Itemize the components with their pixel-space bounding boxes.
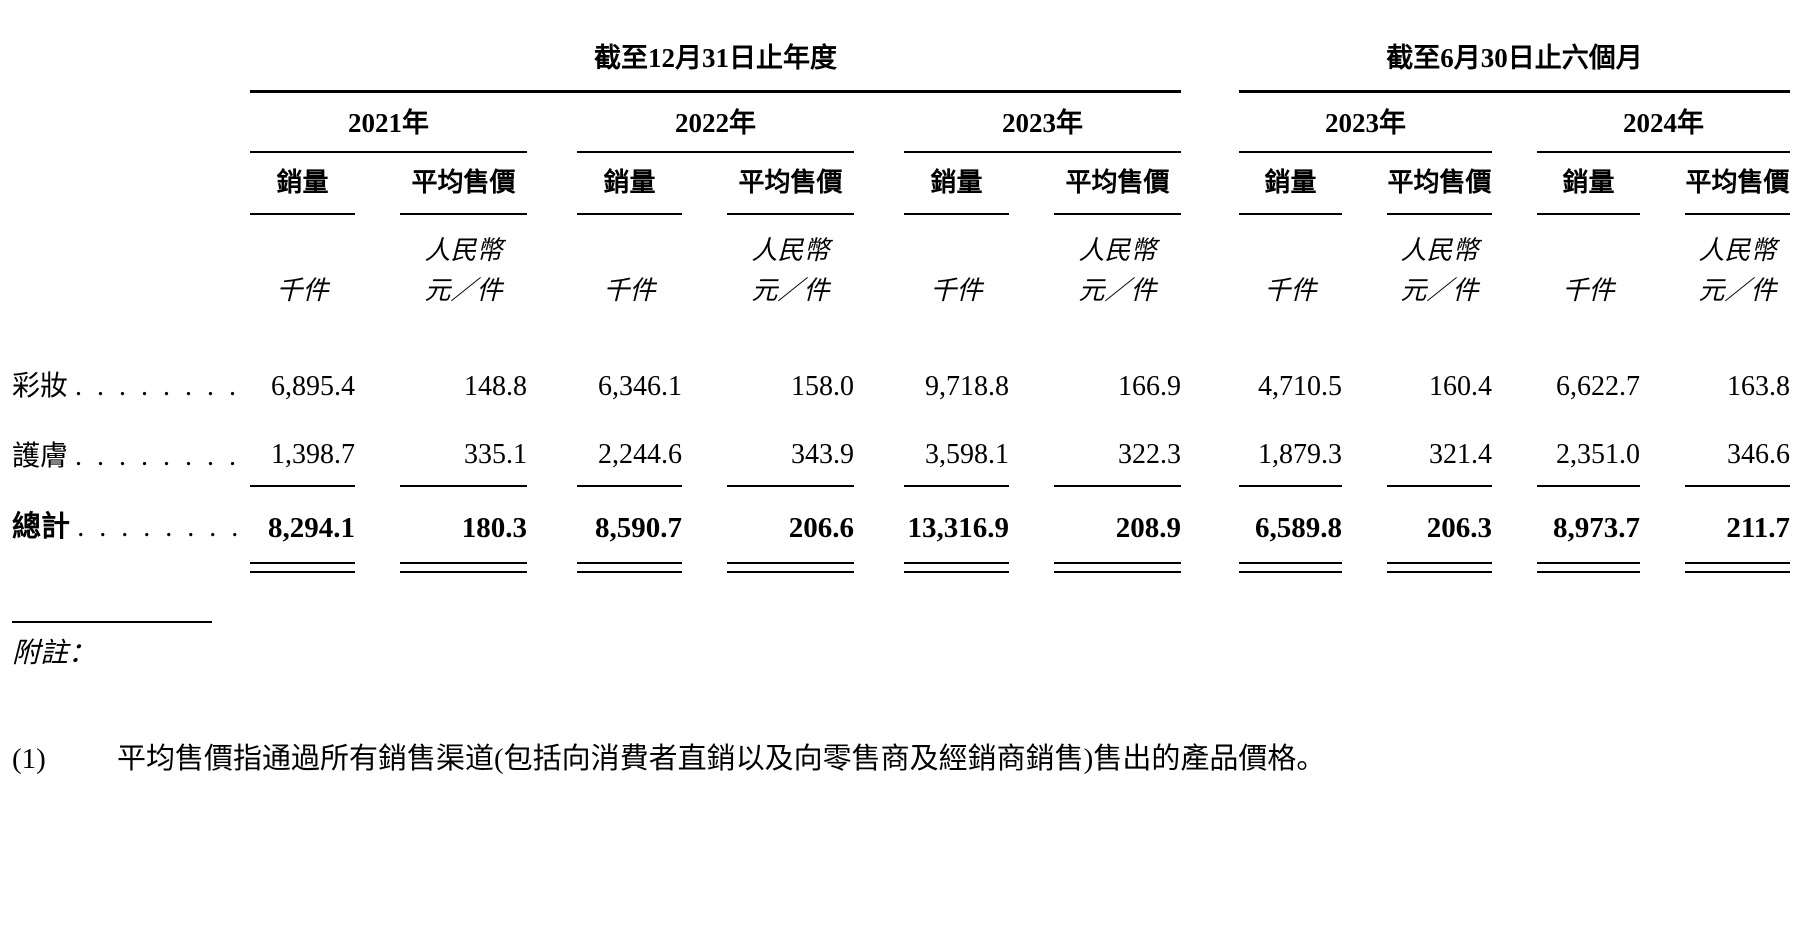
unit-volume: 千件	[930, 276, 983, 305]
unit-price: 元／件	[1698, 276, 1777, 305]
double-rule	[1685, 562, 1790, 573]
cell-value: 6,346.1	[598, 371, 682, 402]
cell-value: 335.1	[400, 435, 527, 487]
cell-value: 343.9	[727, 435, 854, 487]
unit-price: 元／件	[751, 276, 830, 305]
unit-currency: 人民幣	[424, 236, 503, 265]
col-header-asp: 平均售價	[1387, 165, 1492, 215]
leader-dots: . . . . . . . . . .	[75, 371, 250, 402]
currency-unit-row: 人民幣 人民幣 人民幣 人民幣 人民幣	[12, 235, 1802, 267]
cell-value: 3,598.1	[904, 435, 1009, 487]
cell-value: 158.0	[791, 371, 854, 402]
footnote-divider	[12, 621, 212, 623]
leader-dots: . . . . . . . . . .	[75, 441, 250, 472]
unit-currency: 人民幣	[1078, 236, 1157, 265]
year-header-2023fy: 2023年	[904, 105, 1181, 153]
cell-value: 2,351.0	[1537, 435, 1640, 487]
cell-value: 346.6	[1685, 435, 1790, 487]
cell-value: 8,590.7	[595, 512, 682, 544]
cell-value: 160.4	[1429, 371, 1492, 402]
cell-value: 6,622.7	[1556, 371, 1640, 402]
col-header-volume: 銷量	[250, 165, 355, 215]
unit-price: 元／件	[1078, 276, 1157, 305]
cell-value: 1,398.7	[250, 435, 355, 487]
cell-value: 206.3	[1426, 512, 1492, 544]
unit-currency: 人民幣	[751, 236, 830, 265]
cell-value: 6,589.8	[1255, 512, 1342, 544]
unit-currency: 人民幣	[1400, 236, 1479, 265]
col-header-asp: 平均售價	[1685, 165, 1790, 215]
cell-value: 208.9	[1115, 512, 1181, 544]
double-rule	[400, 562, 527, 573]
double-rule	[1239, 562, 1342, 573]
column-header-row: 銷量 平均售價 銷量 平均售價 銷量 平均售價 銷量 平均售價 銷量 平均售價	[12, 165, 1802, 215]
unit-volume: 千件	[603, 276, 656, 305]
double-rule	[1537, 562, 1640, 573]
cell-value: 8,294.1	[268, 512, 355, 544]
cell-value: 148.8	[464, 371, 527, 402]
double-rule	[727, 562, 854, 573]
unit-volume: 千件	[1264, 276, 1317, 305]
total-double-rule-row	[12, 562, 1802, 573]
double-rule	[1054, 562, 1181, 573]
col-header-asp: 平均售價	[1054, 165, 1181, 215]
double-rule	[904, 562, 1009, 573]
col-header-asp: 平均售價	[400, 165, 527, 215]
cell-value: 1,879.3	[1239, 435, 1342, 487]
row-label: 總計	[12, 511, 71, 543]
cell-value: 13,316.9	[907, 512, 1010, 544]
measure-unit-row: 千件 元／件 千件 元／件 千件 元／件 千件 元／件 千件 元／件	[12, 275, 1802, 307]
cell-value: 163.8	[1727, 371, 1790, 402]
table-row-cosmetics: 彩妝 . . . . . . . . . . 6,895.4 148.8 6,3…	[12, 367, 1802, 417]
cell-value: 6,895.4	[271, 371, 355, 402]
group-header-fy: 截至12月31日止年度	[250, 36, 1181, 93]
row-label: 彩妝	[12, 371, 69, 402]
notes-heading: 附註：	[12, 638, 97, 669]
cell-value: 2,244.6	[577, 435, 682, 487]
leader-dots: . . . . . . . . . .	[77, 512, 250, 543]
year-header-2023h1: 2023年	[1239, 105, 1492, 153]
col-header-asp: 平均售價	[727, 165, 854, 215]
table-row-skincare: 護膚 . . . . . . . . . . 1,398.7 335.1 2,2…	[12, 435, 1802, 487]
unit-currency: 人民幣	[1698, 236, 1777, 265]
year-header-2021: 2021年	[250, 105, 527, 153]
cell-value: 9,718.8	[925, 371, 1009, 402]
cell-value: 4,710.5	[1258, 371, 1342, 402]
double-rule	[577, 562, 682, 573]
footnote-text: 平均售價指通過所有銷售渠道(包括向消費者直銷以及向零售商及經銷商銷售)售出的產品…	[117, 743, 1326, 775]
col-header-volume: 銷量	[1537, 165, 1640, 215]
row-label: 護膚	[12, 441, 69, 472]
double-rule	[1387, 562, 1492, 573]
table-row-total: 總計 . . . . . . . . . . 8,294.1 180.3 8,5…	[12, 507, 1802, 558]
unit-volume: 千件	[1562, 276, 1615, 305]
col-header-volume: 銷量	[577, 165, 682, 215]
year-header-2022: 2022年	[577, 105, 854, 153]
footnote-number: (1)	[12, 743, 46, 775]
cell-value: 8,973.7	[1553, 512, 1640, 544]
unit-price: 元／件	[1400, 276, 1479, 305]
unit-price: 元／件	[424, 276, 503, 305]
footnote-1: (1) 平均售價指通過所有銷售渠道(包括向消費者直銷以及向零售商及經銷商銷售)售…	[12, 739, 1802, 779]
col-header-volume: 銷量	[1239, 165, 1342, 215]
cell-value: 322.3	[1054, 435, 1181, 487]
cell-value: 206.6	[788, 512, 854, 544]
cell-value: 321.4	[1387, 435, 1492, 487]
double-rule	[250, 562, 355, 573]
col-header-volume: 銷量	[904, 165, 1009, 215]
year-header-row: 2021年 2022年 2023年 2023年 2024年	[12, 93, 1802, 153]
group-header-6m: 截至6月30日止六個月	[1239, 36, 1790, 93]
year-header-2024h1: 2024年	[1537, 105, 1790, 153]
cell-value: 166.9	[1118, 371, 1181, 402]
cell-value: 211.7	[1726, 512, 1790, 544]
group-header-row: 截至12月31日止年度 截至6月30日止六個月	[12, 36, 1802, 93]
unit-volume: 千件	[276, 276, 329, 305]
cell-value: 180.3	[461, 512, 527, 544]
